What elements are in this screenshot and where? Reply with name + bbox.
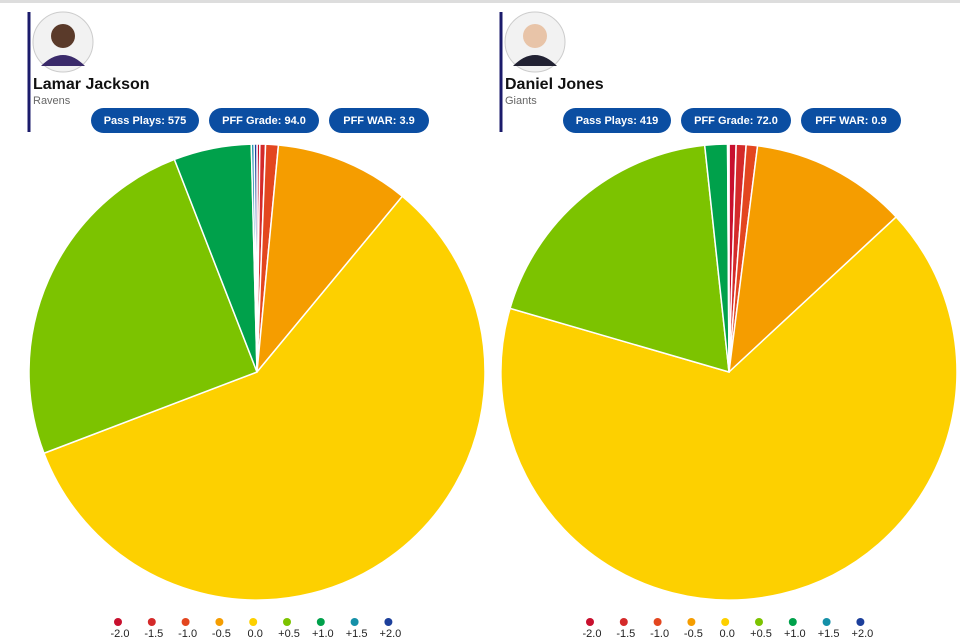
stat-text: Pass Plays: 419 <box>576 115 659 127</box>
legend-label: +0.5 <box>278 628 300 640</box>
pie-slice <box>500 215 958 601</box>
stat-text: PFF Grade: 72.0 <box>694 115 778 127</box>
player-name: Lamar Jackson <box>33 76 150 93</box>
avatar-body <box>513 55 557 66</box>
stat-pill <box>563 108 671 133</box>
legend-label: +2.0 <box>380 628 402 640</box>
legend-label: -0.5 <box>684 628 703 640</box>
legend-swatch <box>316 618 325 626</box>
legend-swatch <box>856 618 865 626</box>
player-name: Daniel Jones <box>505 76 604 93</box>
stat-pill <box>209 108 319 133</box>
legend-swatch <box>586 618 594 626</box>
legend-label: -0.5 <box>212 628 231 640</box>
avatar-body <box>41 55 85 66</box>
stat-text: Pass Plays: 575 <box>104 115 187 127</box>
legend-swatch <box>249 618 258 626</box>
legend-swatch <box>755 618 763 626</box>
legend-label: 0.0 <box>248 628 263 640</box>
stat-pill <box>329 108 429 133</box>
pie-slice <box>43 195 486 601</box>
stat-pill <box>91 108 199 133</box>
legend-swatch <box>619 618 628 626</box>
legend-label: -2.0 <box>583 628 602 640</box>
legend-label: -1.5 <box>616 628 635 640</box>
legend-label: +1.5 <box>818 628 840 640</box>
legend-swatch <box>215 618 224 626</box>
legend-swatch <box>687 618 696 626</box>
pie-slice <box>727 143 730 373</box>
legend-label: -1.0 <box>650 628 669 640</box>
legend-label: +1.0 <box>784 628 806 640</box>
legend-swatch <box>822 618 831 626</box>
stat-pill <box>681 108 791 133</box>
legend-swatch <box>350 618 359 626</box>
legend-swatch <box>181 618 190 626</box>
team-name: Ravens <box>33 95 71 107</box>
legend-label: +0.5 <box>750 628 772 640</box>
legend-label: +1.0 <box>312 628 334 640</box>
avatar-head <box>51 24 75 48</box>
pie-slice <box>727 144 898 374</box>
avatar-head <box>523 24 547 48</box>
legend-swatch <box>384 618 393 626</box>
legend-label: -1.5 <box>144 628 163 640</box>
team-name: Giants <box>505 95 537 107</box>
legend-swatch <box>653 618 662 626</box>
pie-slice <box>256 144 404 375</box>
legend-label: +2.0 <box>852 628 874 640</box>
stat-text: PFF WAR: 0.9 <box>815 115 887 127</box>
pie-slice <box>28 158 258 455</box>
legend-label: -1.0 <box>178 628 197 640</box>
legend-swatch <box>721 618 730 626</box>
legend-label: 0.0 <box>720 628 735 640</box>
legend-swatch <box>788 618 797 626</box>
stat-pill <box>801 108 901 133</box>
legend-swatch <box>283 618 291 626</box>
stat-text: PFF Grade: 94.0 <box>222 115 306 127</box>
legend-label: +1.5 <box>346 628 368 640</box>
legend-swatch <box>114 618 122 626</box>
stat-text: PFF WAR: 3.9 <box>343 115 415 127</box>
pie-slice <box>509 144 730 374</box>
legend-label: -2.0 <box>111 628 130 640</box>
legend-swatch <box>147 618 156 626</box>
pie-slice <box>253 143 258 373</box>
